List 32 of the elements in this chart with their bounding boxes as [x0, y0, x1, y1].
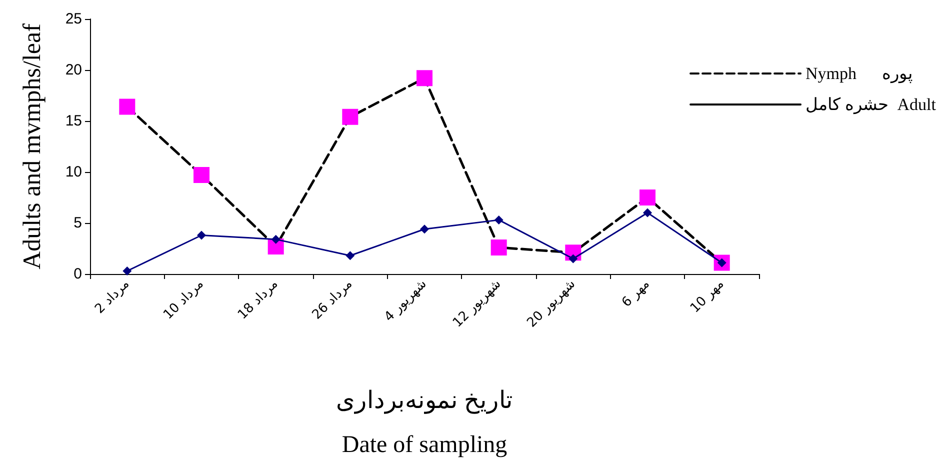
y-tick-label: 20 — [65, 62, 82, 78]
x-tick-label: 6 مهر — [619, 276, 653, 310]
x-tick-label: 20 شهریور — [524, 276, 578, 331]
point — [416, 70, 432, 86]
point — [122, 266, 132, 276]
x-tick-label: 26 مرداد — [310, 276, 356, 323]
x-tick-label: 2 مرداد — [92, 276, 132, 317]
x-tick-label: 10 مرداد — [160, 276, 207, 323]
point — [640, 190, 656, 206]
x-tick-label: 10 مهر — [688, 276, 728, 316]
point — [643, 208, 652, 218]
x-tick-label: 12 شهریور — [450, 276, 504, 331]
x-tick-label: 18 مرداد — [235, 276, 282, 323]
y-tick-label: 5 — [74, 214, 82, 232]
point — [420, 224, 429, 234]
point — [346, 251, 355, 260]
point — [342, 108, 358, 125]
x-tick-label: 4 شهریور — [382, 276, 430, 325]
y-tick-label: 15 — [65, 112, 82, 130]
point — [197, 230, 206, 240]
point — [490, 239, 507, 256]
y-axis-title: Adults and mvmphs/leaf — [19, 22, 46, 270]
point — [119, 98, 136, 115]
text: Nymph پوره — [806, 64, 914, 84]
point — [494, 215, 504, 224]
point — [568, 254, 578, 264]
y-tick-label: 25 — [65, 10, 82, 28]
text: حشره کامل Adult — [806, 95, 936, 115]
y-tick-label: 0 — [74, 266, 82, 282]
y-tick-label: 10 — [65, 164, 82, 180]
point — [194, 167, 210, 184]
point — [271, 234, 280, 244]
